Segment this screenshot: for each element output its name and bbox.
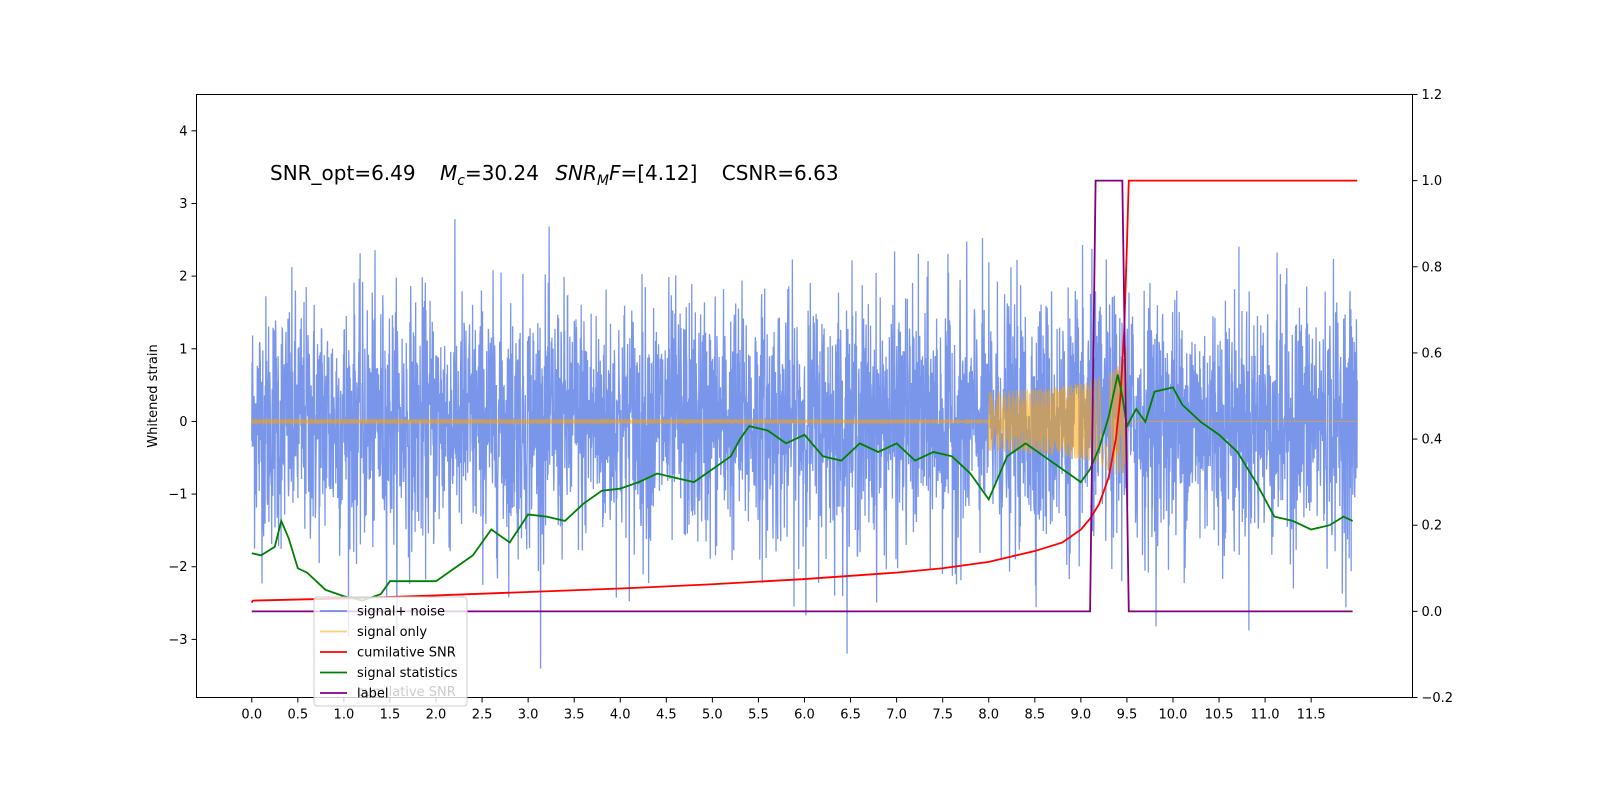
x-tick-label: 11.0	[1251, 708, 1280, 723]
y-left-tick-label: −2	[168, 560, 187, 575]
y-axis-right: −0.2 0.0 0.2 0.4 0.6 0.8 1.0 1.2	[1412, 88, 1454, 706]
y-left-tick-label: 3	[179, 197, 187, 212]
title-snrmf-tail: F	[609, 161, 621, 185]
legend-label: signal statistics	[357, 666, 458, 681]
legend-label: cumilative SNR	[357, 646, 456, 661]
x-tick-label: 3.0	[518, 708, 539, 723]
y-left-tick-label: −3	[168, 633, 187, 648]
y-right-tick-label: 0.8	[1422, 260, 1443, 275]
y-right-tick-label: −0.2	[1422, 691, 1454, 706]
x-tick-label: 8.5	[1024, 708, 1045, 723]
x-tick-label: 4.0	[610, 708, 631, 723]
x-tick-label: 1.0	[334, 708, 355, 723]
y-left-tick-label: 0	[179, 415, 187, 430]
y-right-tick-label: 1.0	[1422, 174, 1443, 189]
y-right-tick-label: 0.6	[1422, 346, 1443, 361]
series-signal-noise-line	[251, 219, 1358, 669]
title-mc-sub: c	[457, 173, 465, 189]
series-label-line	[251, 179, 1353, 613]
x-tick-label: 4.5	[656, 708, 677, 723]
y-left-tick-label: −1	[168, 488, 187, 503]
y-left-tick-label: 1	[179, 342, 187, 357]
x-tick-label: 5.0	[702, 708, 723, 723]
title-mc-value: =30.24	[465, 161, 539, 185]
title-snrmf-symbol: SNR	[555, 161, 597, 185]
x-tick-label: 6.0	[794, 708, 815, 723]
chart-title-annotation: SNR_opt=6.49 Mc=30.24 SNRMF=[4.12] CSNR=…	[270, 161, 839, 189]
y-left-tick-label: 4	[179, 124, 187, 139]
plot-area	[250, 179, 1358, 669]
y-right-tick-label: 0.4	[1422, 433, 1443, 448]
title-snr-opt: SNR_opt=6.49	[270, 161, 416, 185]
y-right-tick-label: 1.2	[1422, 88, 1443, 103]
x-tick-label: 2.0	[426, 708, 447, 723]
y-right-tick-label: 0.0	[1422, 605, 1443, 620]
y-right-tick-label: 0.2	[1422, 519, 1443, 534]
series-signal-statistics-line	[251, 374, 1354, 602]
x-tick-label: 9.0	[1071, 708, 1092, 723]
x-tick-label: 8.0	[978, 708, 999, 723]
x-axis: 0.0 0.5 1.0 1.5 2.0 2.5 3.0 3.5 4.0 4.5 5.0 5.5 6.0 6…	[241, 697, 1326, 723]
legend-box	[313, 596, 468, 707]
x-tick-label: 5.5	[748, 708, 769, 723]
x-tick-label: 10.5	[1205, 708, 1234, 723]
series-signal-only-line	[251, 347, 1358, 496]
legend: cumilative SNR signal+ noise signal only cu…	[313, 596, 468, 707]
x-tick-label: 0.5	[287, 708, 308, 723]
x-tick-label: 11.5	[1297, 708, 1326, 723]
series-cumilative-snr-line	[250, 179, 1358, 604]
x-tick-label: 9.5	[1117, 708, 1138, 723]
title-csnr: CSNR=6.63	[722, 161, 839, 185]
legend-label: label	[357, 687, 388, 702]
y-left-tick-label: 2	[179, 270, 187, 285]
x-tick-label: 7.5	[932, 708, 953, 723]
x-tick-label: 7.0	[886, 708, 907, 723]
y-axis-left: −3 −2 −1 0 1 2 3 4	[168, 124, 197, 648]
title-snrmf-sub: M	[597, 173, 609, 189]
x-tick-label: 0.0	[241, 708, 262, 723]
legend-overlap-text: cumilative SNR	[357, 685, 456, 700]
x-tick-label: 3.5	[564, 708, 585, 723]
x-tick-label: 6.5	[840, 708, 861, 723]
x-tick-label: 2.5	[472, 708, 493, 723]
legend-label: signal only	[357, 625, 427, 640]
x-tick-label: 1.5	[380, 708, 401, 723]
x-tick-label: 10.0	[1159, 708, 1188, 723]
y-axis-label: Whitened strain	[146, 344, 161, 447]
title-mc-symbol: M	[440, 161, 457, 185]
title-snrmf-value: =[4.12]	[621, 161, 698, 185]
legend-label: signal+ noise	[357, 605, 445, 620]
